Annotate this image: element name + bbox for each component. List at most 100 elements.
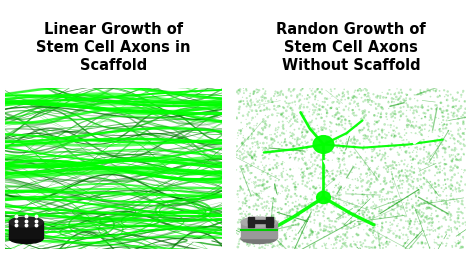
Point [454,166,461,170]
Point [415,127,423,131]
Point [299,88,306,92]
Point [251,244,258,248]
Point [449,97,457,101]
Point [458,176,465,180]
Point [396,200,403,204]
Point [295,213,302,217]
Point [265,234,272,238]
Point [402,219,410,223]
Point [348,137,355,141]
Point [328,107,335,111]
Point [415,204,422,208]
Point [395,171,402,175]
Point [403,175,410,179]
Point [391,116,399,120]
Point [376,198,383,202]
Point [337,193,345,197]
Point [420,160,427,164]
Point [373,172,380,176]
Point [312,230,319,234]
Point [248,119,256,123]
Point [306,213,314,217]
Point [333,107,340,111]
Point [285,121,292,125]
Point [388,186,396,190]
Point [316,143,323,147]
Point [280,128,288,132]
Point [355,220,362,224]
Point [324,200,332,204]
Point [401,241,409,245]
Point [365,210,372,214]
Point [325,162,333,166]
Point [273,98,280,102]
Point [321,196,329,200]
Point [303,163,310,167]
Point [444,237,451,241]
Point [387,190,395,194]
Point [460,171,468,175]
Point [347,139,354,143]
Point [264,116,271,120]
Point [272,199,279,203]
Point [306,87,314,91]
Point [460,132,467,136]
Point [457,142,464,146]
Point [309,113,316,117]
Point [295,167,302,171]
Point [271,140,278,144]
Point [373,177,380,181]
Point [403,209,410,213]
Point [291,138,299,142]
Point [239,201,247,205]
Point [369,246,377,250]
Point [431,181,439,185]
Point [427,200,434,204]
Point [313,133,320,137]
Point [300,220,308,224]
Point [442,147,449,151]
Point [279,150,287,154]
Point [386,240,393,244]
Point [263,124,271,128]
Point [303,197,311,201]
Point [448,159,455,163]
Point [414,99,421,103]
Bar [9,222,43,239]
Point [341,233,349,237]
Point [341,163,348,167]
Point [274,207,282,211]
Point [306,235,313,240]
Point [298,204,305,208]
Point [298,205,306,209]
Point [402,233,410,237]
Point [342,118,349,122]
Point [461,153,468,157]
Point [416,139,423,143]
Point [415,136,422,140]
Point [267,177,274,181]
Point [375,175,383,179]
Point [344,179,352,183]
Point [395,97,403,101]
Point [340,185,348,189]
Point [332,194,339,198]
Point [286,175,293,179]
Point [393,126,401,130]
Point [237,186,245,190]
Point [296,137,304,141]
Point [416,184,423,188]
Point [246,212,253,216]
Point [395,175,402,179]
Point [409,158,417,163]
Point [454,230,462,234]
Point [314,235,321,240]
Point [376,97,384,101]
Point [403,176,410,180]
Point [251,153,258,157]
Point [371,202,378,206]
Bar [248,217,255,227]
Point [347,219,355,223]
Point [417,123,425,128]
Point [288,240,296,244]
